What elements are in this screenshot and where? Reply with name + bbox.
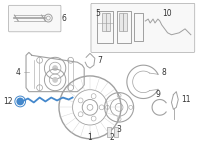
Bar [119, 13, 123, 31]
Text: 6: 6 [62, 14, 67, 23]
Text: 7: 7 [98, 56, 103, 65]
Text: 9: 9 [155, 91, 160, 100]
Bar [106, 13, 110, 31]
FancyBboxPatch shape [9, 5, 61, 32]
FancyBboxPatch shape [91, 3, 195, 52]
Bar [114, 127, 118, 137]
Text: 5: 5 [95, 9, 100, 18]
Text: 1: 1 [88, 133, 92, 142]
Circle shape [52, 77, 58, 83]
Circle shape [52, 65, 58, 71]
Text: 2: 2 [110, 133, 115, 142]
Text: 11: 11 [181, 95, 191, 104]
Circle shape [16, 98, 24, 105]
Text: 3: 3 [117, 125, 122, 134]
Text: 10: 10 [162, 9, 171, 18]
Bar [123, 13, 127, 31]
Bar [107, 127, 111, 137]
Bar [102, 13, 109, 31]
Text: 8: 8 [162, 67, 167, 77]
Text: 4: 4 [16, 67, 21, 77]
Text: 12: 12 [3, 97, 12, 106]
